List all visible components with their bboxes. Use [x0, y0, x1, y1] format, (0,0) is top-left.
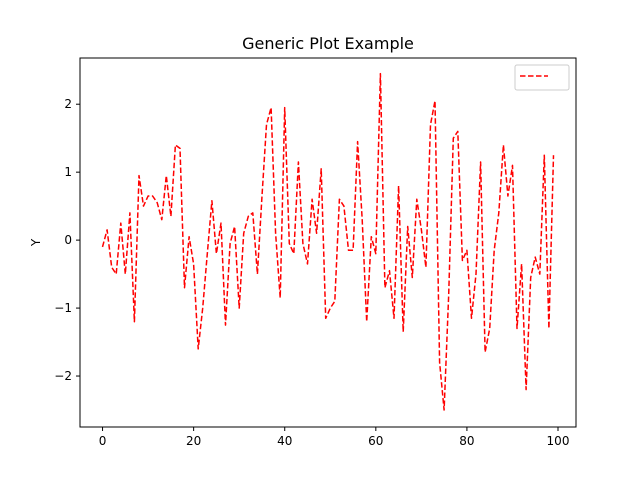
legend	[514, 64, 570, 91]
y-tick-label: −2	[54, 369, 72, 383]
y-tick-label: 2	[64, 97, 72, 111]
y-tick-label: 1	[64, 165, 72, 179]
plot-frame-border	[79, 57, 577, 428]
y-axis-label: Y	[29, 238, 43, 247]
y-tick-label: 0	[64, 233, 72, 247]
y-tick-label: −1	[54, 301, 72, 315]
legend-box	[514, 64, 570, 91]
y-axis: −2 −1 0 1 2	[54, 97, 80, 383]
chart-title: Generic Plot Example	[242, 34, 414, 53]
x-tick-label: 40	[277, 434, 292, 448]
series-line-1	[101, 72, 555, 411]
x-tick-label: 100	[547, 434, 570, 448]
plot-area	[80, 58, 576, 427]
x-tick-label: 0	[99, 434, 107, 448]
x-tick-label: 80	[459, 434, 474, 448]
series-layer	[101, 72, 555, 411]
x-axis: 0 20 40 60 80 100	[99, 427, 570, 448]
x-tick-label: 20	[186, 434, 201, 448]
x-tick-label: 60	[368, 434, 383, 448]
